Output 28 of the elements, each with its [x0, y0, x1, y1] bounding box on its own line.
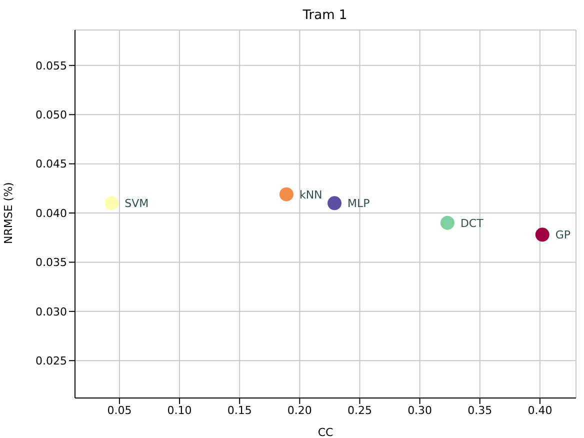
- x-tick-label: 0.30: [408, 404, 432, 417]
- x-tick-label: 0.40: [528, 404, 552, 417]
- point: [535, 228, 550, 242]
- point: [440, 216, 454, 230]
- x-tick-label: 0.10: [167, 404, 192, 417]
- x-tick-label: 0.15: [227, 404, 252, 417]
- series-label: DCT: [460, 216, 484, 230]
- y-tick-label: 0.055: [36, 59, 67, 72]
- y-tick-label: 0.030: [36, 305, 67, 318]
- x-axis-title: CC: [318, 426, 334, 438]
- x-tick-label: 0.25: [347, 404, 372, 417]
- x-tick-label: 0.05: [107, 404, 132, 417]
- series-label: kNN: [299, 188, 322, 202]
- chart-title: Tram 1: [302, 8, 348, 23]
- x-tick-label: 0.20: [287, 404, 312, 417]
- series-label: SVM: [124, 197, 149, 210]
- y-tick-label: 0.050: [36, 108, 67, 122]
- point: [279, 187, 294, 202]
- series-label: GP: [555, 228, 571, 242]
- y-tick-label: 0.045: [36, 158, 67, 171]
- y-axis-title: NRMSE (%): [2, 182, 15, 244]
- point: [104, 196, 119, 210]
- x-tick-label: 0.35: [468, 404, 492, 417]
- y-tick-label: 0.035: [36, 256, 67, 270]
- point: [328, 196, 342, 210]
- y-tick-label: 0.040: [36, 206, 67, 220]
- series-label: MLP: [348, 197, 370, 210]
- y-tick-label: 0.025: [36, 354, 67, 368]
